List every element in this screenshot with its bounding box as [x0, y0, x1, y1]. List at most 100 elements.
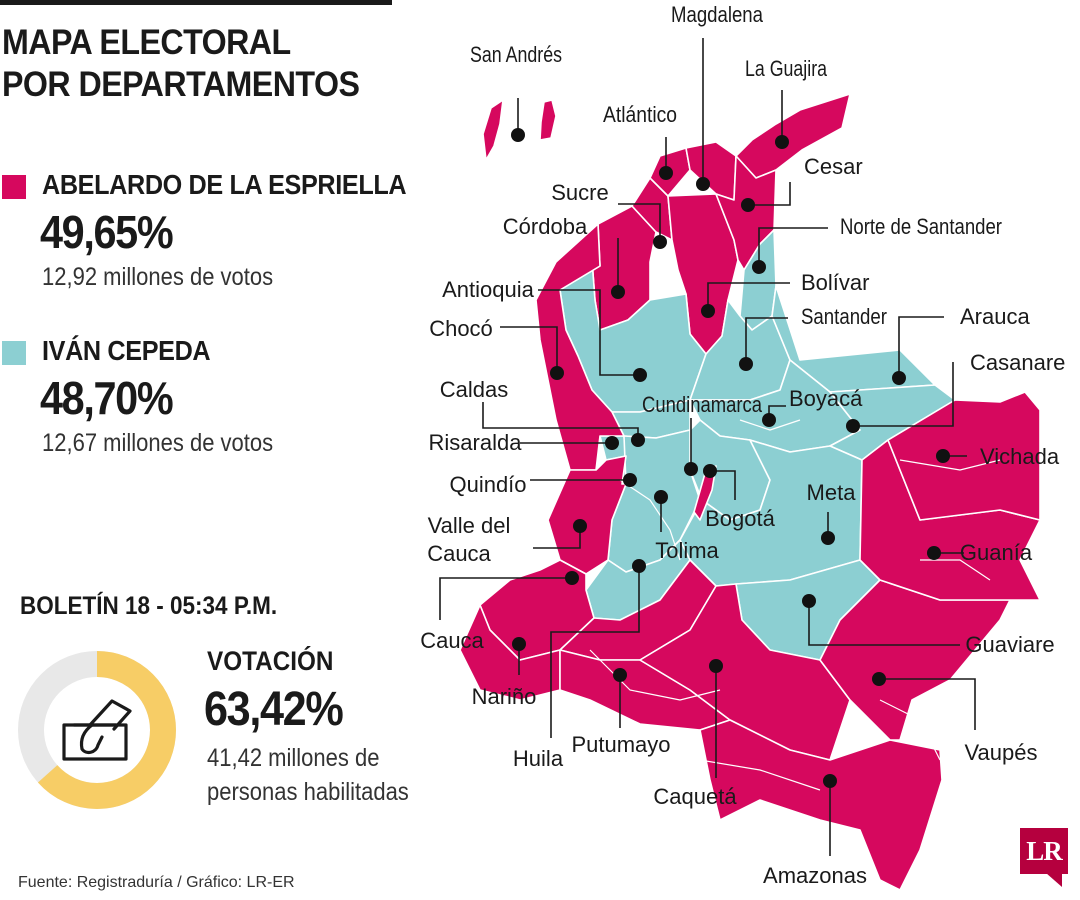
- turnout-arc: [18, 651, 176, 809]
- label-cauca-valle-line: Cauca: [427, 541, 491, 566]
- leader-line: [808, 601, 960, 646]
- label-sucre: Sucre: [551, 180, 608, 205]
- turnout-line-1: 41,42 millones de: [207, 744, 380, 772]
- dot-huila: [632, 559, 646, 573]
- leader-line: [550, 566, 640, 738]
- dot-quindio: [623, 473, 637, 487]
- label-norte-de-santander: Norte de Santander: [840, 214, 1002, 239]
- dot-choco: [550, 366, 564, 380]
- label-amazonas: Amazonas: [763, 863, 867, 888]
- colombia-map: San Andrés Magdalena La Guajira Atlántic…: [420, 2, 1065, 891]
- label-caldas: Caldas: [440, 377, 508, 402]
- label-santander: Santander: [801, 304, 887, 329]
- candidate-votes: 12,67 millones de votos: [42, 429, 274, 457]
- label-quindio: Quindío: [449, 472, 526, 497]
- label-cordoba: Córdoba: [503, 214, 588, 239]
- label-antioquia: Antioquia: [442, 277, 535, 302]
- label-guaviare: Guaviare: [965, 632, 1054, 657]
- leader-lines: [439, 38, 976, 856]
- label-boyaca: Boyacá: [789, 386, 863, 411]
- leader-line: [758, 227, 828, 267]
- dot-vaupes: [872, 672, 886, 686]
- region-valle-del-cauca: [547, 455, 627, 575]
- region-san-andres: [482, 99, 504, 161]
- label-bolivar: Bolívar: [801, 270, 869, 295]
- ballot-box-icon: [62, 699, 132, 761]
- turnout-donut: [18, 651, 176, 809]
- label-arauca: Arauca: [960, 304, 1030, 329]
- label-san-andres: San Andrés: [470, 42, 562, 67]
- dot-atlantico: [659, 166, 673, 180]
- source-credit: Fuente: Registraduría / Gráfico: LR-ER: [18, 874, 295, 891]
- dot-caqueta: [709, 659, 723, 673]
- label-huila: Huila: [513, 746, 564, 771]
- dot-cundinamarca: [684, 462, 698, 476]
- label-caqueta: Caquetá: [653, 784, 737, 809]
- region-vaupes: [819, 579, 1011, 741]
- department-labels: San Andrés Magdalena La Guajira Atlántic…: [420, 2, 1065, 888]
- label-narino: Nariño: [472, 684, 537, 709]
- dot-meta: [821, 531, 835, 545]
- candidate-votes: 12,92 millones de votos: [42, 263, 274, 291]
- dot-santander: [739, 357, 753, 371]
- label-cauca: Cauca: [420, 628, 484, 653]
- dot-vichada: [936, 449, 950, 463]
- turnout-percentage: 63,42%: [204, 683, 344, 736]
- candidate-name: ABELARDO DE LA ESPRIELLA: [42, 169, 407, 200]
- dot-magdalena: [696, 177, 710, 191]
- label-cundinamarca: Cundinamarca: [642, 392, 763, 417]
- candidate-percentage: 48,70%: [40, 372, 174, 424]
- label-tolima: Tolima: [655, 538, 719, 563]
- dot-putumayo: [613, 668, 627, 682]
- interior-borders: [589, 419, 1001, 791]
- label-valle-del-cauca: Valle del: [428, 513, 511, 538]
- region-amazonas: [699, 719, 943, 891]
- turnout-description: 41,42 millones de personas habilitadas: [207, 741, 409, 809]
- leader-line: [533, 526, 581, 549]
- dot-amazonas: [823, 774, 837, 788]
- dot-norte-de-santander: [752, 260, 766, 274]
- label-la-guajira: La Guajira: [745, 56, 828, 81]
- dot-sucre: [653, 235, 667, 249]
- label-cesar: Cesar: [804, 154, 863, 179]
- map-title: MAPA ELECTORAL POR DEPARTAMENTOS: [2, 22, 370, 106]
- top-rule: [0, 0, 392, 5]
- dot-tolima: [654, 490, 668, 504]
- dot-cesar: [741, 198, 755, 212]
- leader-line: [748, 182, 791, 206]
- dot-arauca: [892, 371, 906, 385]
- esprielle-swatch: [2, 175, 26, 199]
- dot-guaviare: [802, 594, 816, 608]
- leader-line: [439, 577, 572, 620]
- leader-line: [898, 316, 944, 378]
- title-line-1: MAPA ELECTORAL: [2, 23, 291, 62]
- candidate-name: IVÁN CEPEDA: [42, 335, 211, 366]
- dot-cauca: [565, 571, 579, 585]
- lr-logo: LR: [1020, 828, 1068, 874]
- bulletin-label: BOLETÍN 18 - 05:34 P.M.: [20, 592, 278, 620]
- dot-caldas: [631, 433, 645, 447]
- lr-logo-tail: [1046, 873, 1062, 887]
- label-meta: Meta: [807, 480, 857, 505]
- dot-antioquia: [633, 368, 647, 382]
- leader-line: [538, 289, 640, 376]
- label-putumayo: Putumayo: [571, 732, 670, 757]
- dot-valle-del-cauca: [573, 519, 587, 533]
- dot-bogota: [703, 464, 717, 478]
- leader-line: [879, 678, 976, 730]
- label-guainia: Guanía: [960, 540, 1033, 565]
- leader-line: [710, 470, 736, 500]
- department-dots: [511, 128, 950, 788]
- region-magdalena: [685, 141, 737, 201]
- turnout-line-2: personas habilitadas: [207, 778, 409, 806]
- dot-la-guajira: [775, 135, 789, 149]
- label-magdalena: Magdalena: [671, 2, 764, 27]
- dot-guainia: [927, 546, 941, 560]
- label-atlantico: Atlántico: [603, 102, 677, 127]
- label-risaralda: Risaralda: [429, 430, 523, 455]
- leader-line: [500, 326, 558, 373]
- dot-risaralda: [605, 436, 619, 450]
- dot-cordoba: [611, 285, 625, 299]
- cepeda-swatch: [2, 341, 26, 365]
- region-san-andres-island: [539, 99, 557, 141]
